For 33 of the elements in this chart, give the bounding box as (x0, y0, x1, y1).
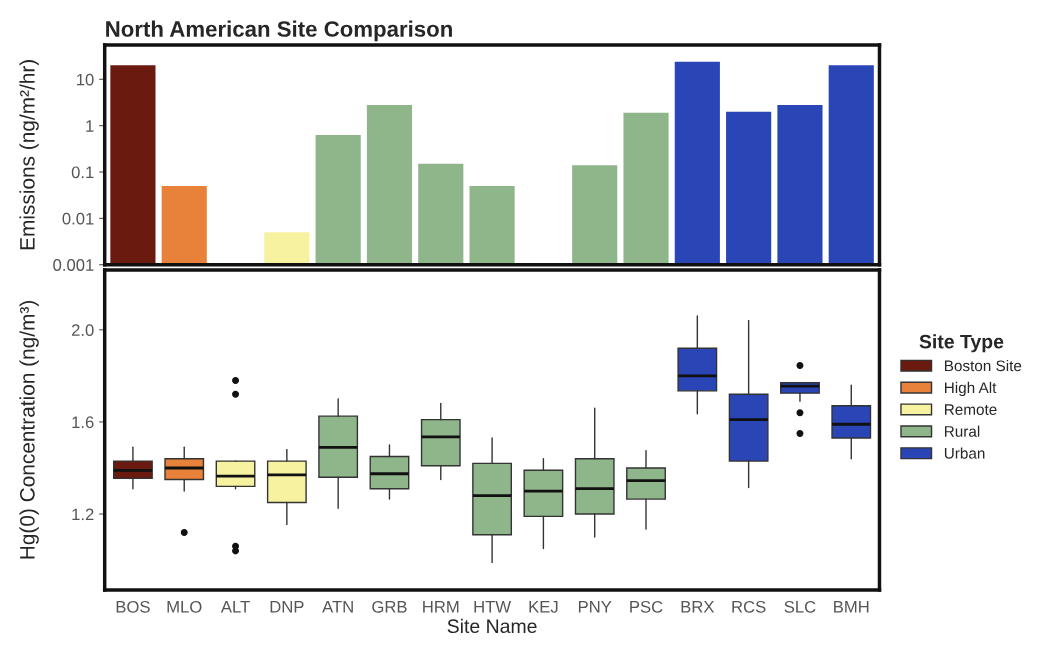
x-tick-label: GRB (372, 600, 407, 613)
y-tick-label: 10 (77, 73, 94, 86)
x-tick-label: BOS (116, 600, 150, 613)
y-axis-title: Emissions (ng/m²/hr) (19, 60, 39, 250)
x-tick-label: SLC (784, 600, 816, 613)
x-tick-label: HRM (423, 601, 459, 613)
x-tick-label: PNY (578, 601, 612, 613)
x-axis-title: Site Name (447, 618, 537, 634)
chart-title: North American Site Comparison (106, 20, 452, 42)
legend-label: High Alt (945, 381, 997, 397)
x-tick-label: HTW (474, 601, 512, 613)
y-axis-title: Hg(0) Concentration (ng/m³) (19, 301, 39, 559)
y-tick-label: 0.1 (71, 166, 94, 179)
legend-label: Rural (945, 425, 980, 437)
legend-label: Remote (945, 404, 997, 415)
x-tick-label: ALT (220, 601, 250, 613)
y-tick-label: 1.2 (72, 508, 94, 521)
legend-label: Urban (944, 447, 985, 459)
x-tick-label: MLO (167, 600, 202, 613)
x-tick-label: BRX (681, 601, 715, 613)
y-tick-label: 0.01 (62, 212, 94, 225)
x-tick-label: BMH (834, 601, 869, 613)
legend-title: Site Type (919, 334, 1004, 353)
x-tick-label: RCS (732, 600, 766, 613)
y-tick-label: 1 (86, 120, 94, 132)
x-tick-label: DNP (270, 601, 304, 613)
x-tick-label: PSC (630, 600, 663, 613)
y-tick-label: 0.001 (53, 259, 94, 271)
legend-label: Boston Site (945, 359, 1022, 372)
y-tick-label: 1.6 (72, 416, 94, 429)
y-tick-label: 2.0 (71, 324, 94, 337)
x-tick-label: KEJ (529, 601, 558, 613)
x-tick-label: ATN (322, 601, 353, 613)
